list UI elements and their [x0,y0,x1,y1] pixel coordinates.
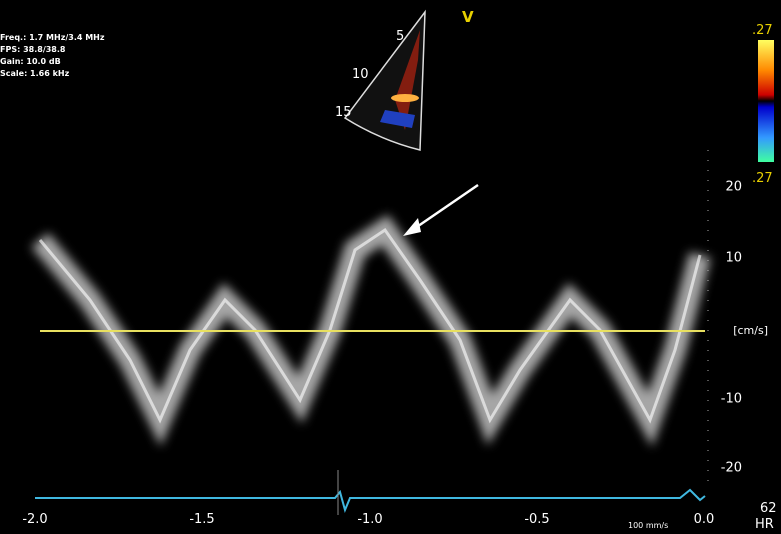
y-label: 20 [725,180,742,195]
ultrasound-screen: Freq.: 1.7 MHz/3.4 MHz FPS: 38.8/38.8 Ga… [0,0,781,534]
color-top: .27 [752,23,773,38]
depth: 5 [396,29,404,44]
hr-value: 62 [760,501,777,516]
depth: 10 [352,67,369,82]
scale: Scale: 1.66 kHz [0,69,70,78]
hr-label: HR [755,517,774,532]
x-label: -2.0 [22,512,47,527]
y-label: -10 [721,392,742,407]
depth: 15 [335,105,352,120]
sweep: 100 mm/s [628,521,668,530]
x-label: -1.5 [189,512,214,527]
freq: Freq.: 1.7 MHz/3.4 MHz [0,33,105,42]
y-label: -20 [721,461,742,476]
color-bottom: .27 [752,171,773,186]
page: Freq.: 1.7 MHz/3.4 MHz FPS: 38.8/38.8 Ga… [0,0,781,534]
x-label: -1.0 [357,512,382,527]
sector-marker: V [462,8,474,26]
x-label: 0.0 [694,512,715,527]
color-bar [758,40,774,162]
y-unit: [cm/s] [733,324,768,337]
y-label: 10 [725,251,742,266]
x-label: -0.5 [524,512,549,527]
color-flow [391,94,419,102]
gain: Gain: 10.0 dB [0,57,61,66]
fps: FPS: 38.8/38.8 [0,45,66,54]
